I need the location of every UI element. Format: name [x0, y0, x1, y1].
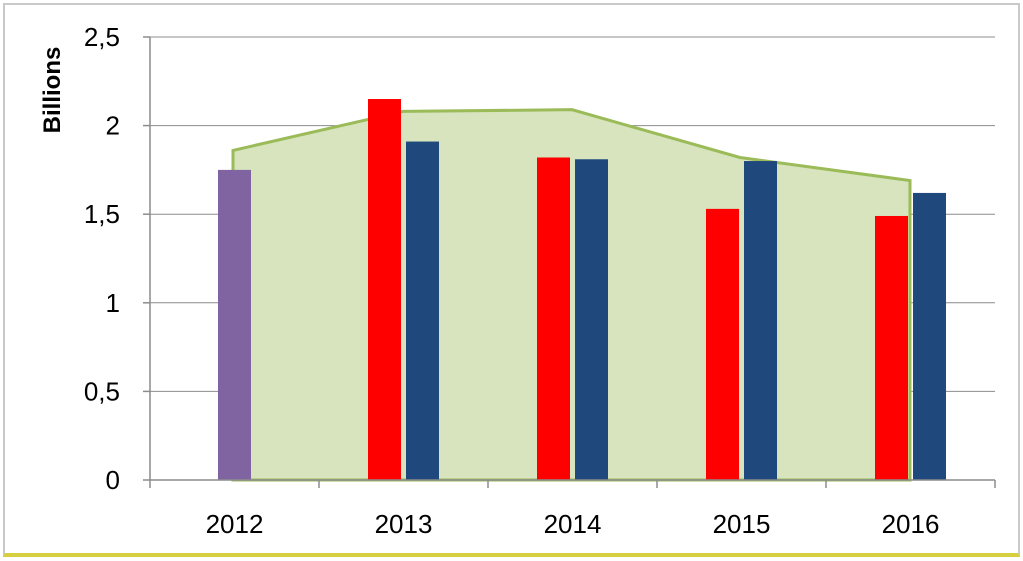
x-tick-label-2014: 2014 [544, 509, 602, 539]
bar-series [218, 99, 946, 481]
area-series [231, 108, 912, 482]
bar-2014-s1 [537, 157, 570, 480]
y-tick-labels: 0 0,5 1 1,5 2 2,5 [84, 22, 120, 495]
y-tick-label-5: 2,5 [84, 22, 120, 52]
y-tick-label-1: 0,5 [84, 376, 120, 406]
area-fill [231, 108, 912, 482]
bar-2012-s0 [218, 169, 251, 480]
x-tick-label-2013: 2013 [375, 509, 433, 539]
y-tick-label-3: 1,5 [84, 199, 120, 229]
x-tick-labels: 2012 2013 2014 2015 2016 [206, 509, 940, 539]
y-tick-label-2: 1 [106, 288, 120, 318]
bar-2013-s1 [368, 99, 401, 481]
x-tick-label-2016: 2016 [882, 509, 940, 539]
y-tick-label-0: 0 [106, 465, 120, 495]
bar-2016-s2 [913, 192, 946, 480]
bar-2013-s2 [406, 141, 439, 480]
y-tick-label-4: 2 [106, 111, 120, 141]
axes [143, 36, 996, 488]
bar-2014-s2 [575, 159, 608, 480]
x-tick-label-2012: 2012 [206, 509, 264, 539]
bar-2015-s1 [706, 208, 739, 480]
y-axis-title: Billions [39, 47, 66, 134]
bar-2015-s2 [744, 161, 777, 481]
x-tick-label-2015: 2015 [713, 509, 771, 539]
bar-2016-s1 [875, 215, 908, 481]
